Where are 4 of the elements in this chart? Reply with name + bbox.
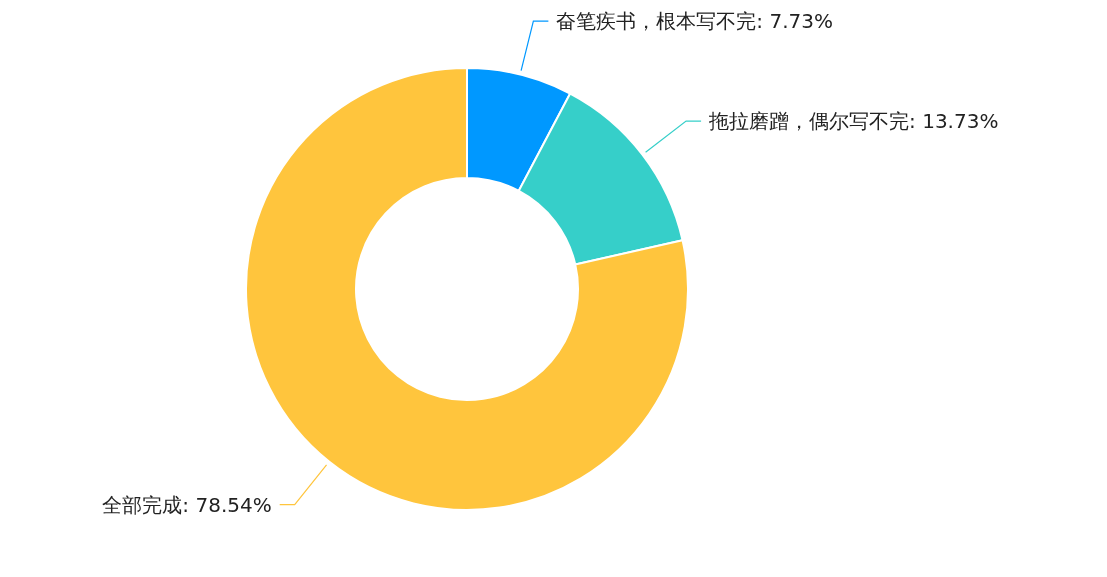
slice-label: 奋笔疾书，根本写不完: 7.73% [556, 9, 834, 34]
donut-slice [466, 67, 572, 192]
slice-label: 全部完成: 78.54% [102, 492, 272, 517]
slice-label: 拖拉磨蹭，偶尔写不完: 13.73% [708, 109, 999, 134]
